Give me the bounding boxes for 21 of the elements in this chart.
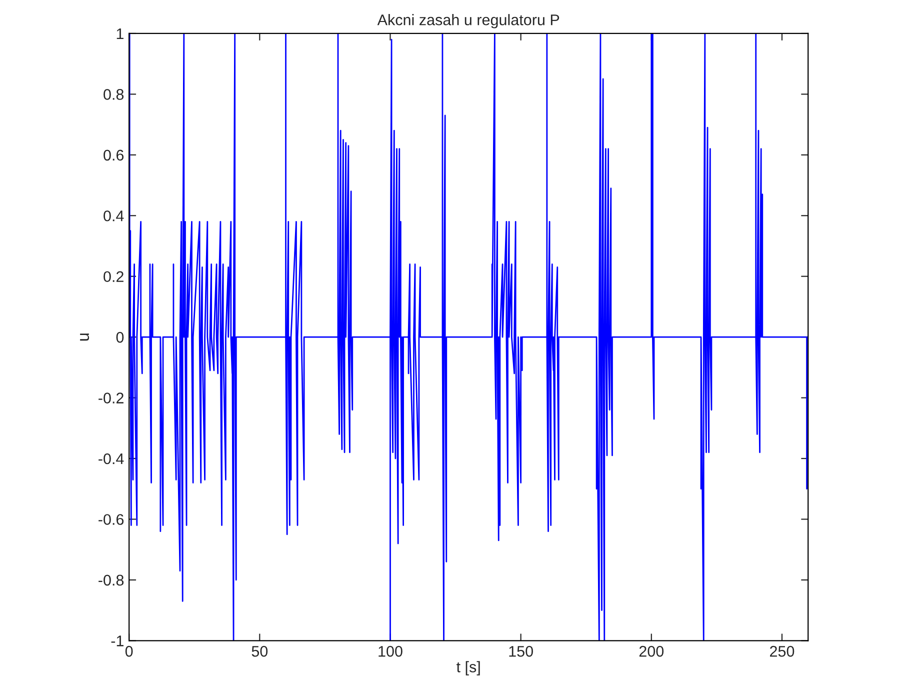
y-tick-label: -0.4 [98, 453, 124, 464]
x-tick-label: 0 [125, 646, 133, 657]
x-tick-label: 250 [770, 646, 794, 657]
y-tick-label: 1 [116, 28, 124, 40]
x-tick-label: 50 [252, 646, 268, 657]
chart-title: Akcni zasah u regulatoru P [377, 14, 560, 28]
y-tick-label: -0.8 [98, 574, 124, 586]
y-axis-title: u [80, 334, 90, 341]
y-tick-label: -1 [111, 636, 124, 646]
y-tick-label: 0.4 [104, 210, 124, 222]
x-tick-label: 150 [509, 646, 533, 657]
x-axis-title: t [s] [456, 661, 480, 676]
y-tick-label: 0.8 [104, 89, 124, 100]
y-tick-label: -0.2 [98, 392, 124, 404]
y-tick-label: 0 [116, 332, 124, 343]
x-tick-label: 100 [378, 646, 402, 657]
y-tick-label: 0.2 [104, 271, 124, 282]
y-tick-label: 0.6 [104, 150, 124, 161]
x-tick-label: 200 [639, 646, 664, 657]
y-tick-label: -0.6 [98, 514, 124, 525]
line-series [129, 33, 808, 641]
